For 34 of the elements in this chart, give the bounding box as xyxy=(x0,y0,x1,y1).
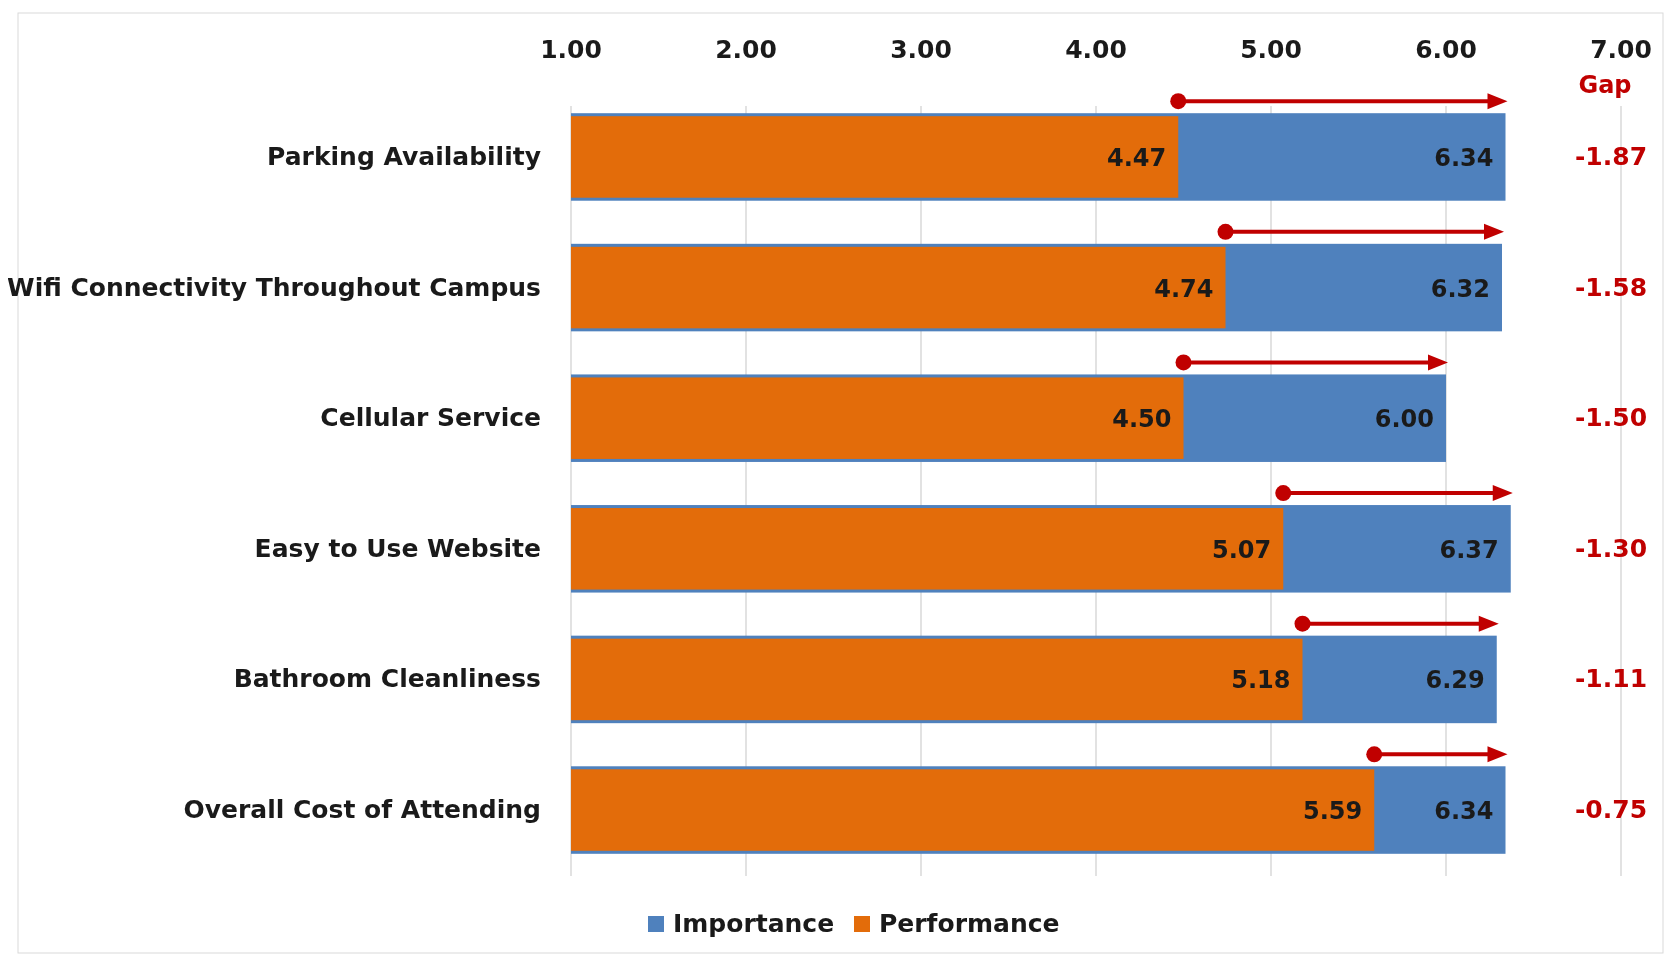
x-tick-label: 6.00 xyxy=(1415,35,1477,64)
data-label: 6.34 xyxy=(1434,143,1494,172)
data-label: 4.47 xyxy=(1107,143,1167,172)
data-label: 4.74 xyxy=(1154,274,1214,303)
x-tick-label: 1.00 xyxy=(540,35,602,64)
annotation: -0.75 xyxy=(1574,795,1648,825)
annotation: -1.11 xyxy=(1574,664,1648,694)
data-label: 5.18 xyxy=(1231,666,1291,695)
x-tick-label: 2.00 xyxy=(715,35,777,64)
legend-label: Performance xyxy=(879,909,1060,938)
data-label: 6.37 xyxy=(1439,535,1499,564)
data-label: 5.07 xyxy=(1212,535,1272,564)
x-tick-label: 7.00 xyxy=(1590,35,1652,64)
x-tick-label: 5.00 xyxy=(1240,35,1302,64)
y-tick-label: Cellular Service xyxy=(320,403,541,433)
legend-label: Importance xyxy=(673,909,835,938)
data-label: 5.59 xyxy=(1303,797,1363,826)
y-tick-label: Overall Cost of Attending xyxy=(183,795,541,825)
annotation: -1.50 xyxy=(1574,403,1648,433)
data-label: 6.32 xyxy=(1430,274,1490,303)
y-tick-label: Parking Availability xyxy=(267,141,541,171)
annotation: -1.30 xyxy=(1574,533,1648,563)
data-label: 6.34 xyxy=(1434,797,1494,826)
x-tick-label: 3.00 xyxy=(890,35,952,64)
text: Gap xyxy=(1578,71,1632,99)
annotation: -1.87 xyxy=(1574,141,1648,171)
data-label: 4.50 xyxy=(1112,405,1172,434)
y-tick-label: Wifi Connectivity Throughout Campus xyxy=(7,272,541,302)
data-label: 6.29 xyxy=(1425,666,1485,695)
data-label: 6.00 xyxy=(1374,405,1434,434)
y-tick-label: Bathroom Cleanliness xyxy=(233,664,541,694)
y-tick-label: Easy to Use Website xyxy=(254,533,541,563)
x-tick-label: 4.00 xyxy=(1065,35,1127,64)
annotation: -1.58 xyxy=(1574,272,1648,302)
